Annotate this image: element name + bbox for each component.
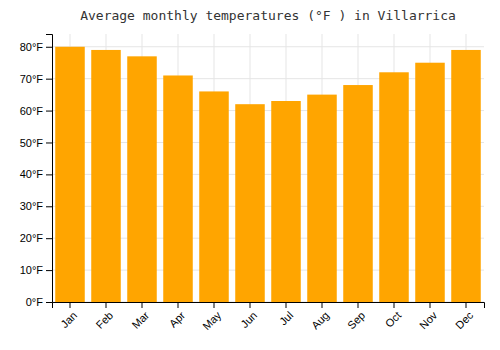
- x-tick-label: Nov: [417, 309, 440, 332]
- x-tick: Apr: [167, 302, 188, 330]
- y-tick-mark: [46, 142, 52, 143]
- y-tick-label: 0°F: [26, 296, 44, 308]
- y-tick: 0°F: [26, 296, 52, 308]
- y-tick: 10°F: [20, 264, 52, 276]
- x-tick: Feb: [93, 302, 115, 331]
- grid: [52, 34, 484, 302]
- bar: [55, 47, 85, 302]
- bar: [307, 95, 337, 302]
- y-tick-label: 10°F: [20, 264, 44, 276]
- y-axis-line: [46, 35, 53, 303]
- y-tick-mark: [46, 270, 52, 271]
- x-tick: Nov: [417, 302, 440, 331]
- x-tick-mark: [430, 302, 431, 308]
- x-tick-mark: [322, 302, 323, 308]
- y-tick: 40°F: [20, 168, 52, 180]
- y-tick-mark: [46, 47, 52, 48]
- bar: [199, 91, 229, 302]
- x-tick-label: Feb: [93, 309, 115, 331]
- bar: [91, 50, 121, 302]
- y-tick: 20°F: [20, 232, 52, 244]
- x-tick-label: Mar: [129, 309, 151, 331]
- y-tick-label: 70°F: [20, 73, 44, 85]
- bar: [343, 85, 373, 302]
- y-tick-label: 60°F: [20, 105, 44, 117]
- x-tick: Sep: [345, 302, 367, 331]
- x-tick-mark: [142, 302, 143, 308]
- x-tick: Jun: [238, 302, 259, 330]
- x-tick-label: Oct: [383, 309, 404, 330]
- x-tick-mark: [106, 302, 107, 308]
- x-tick-label: Sep: [345, 309, 367, 331]
- bars: [55, 47, 481, 302]
- x-tick: Oct: [383, 302, 404, 330]
- x-tick-mark: [286, 302, 287, 308]
- x-tick: Jul: [277, 302, 295, 328]
- y-tick-label: 20°F: [20, 232, 44, 244]
- x-tick: Jan: [58, 302, 79, 330]
- x-tick-mark: [70, 302, 71, 308]
- x-tick-mark: [358, 302, 359, 308]
- y-tick-mark: [46, 79, 52, 80]
- x-tick: Mar: [129, 302, 151, 331]
- chart: 0°F 10°F 20°F 30°F 40°F 50°F 60°F 70°F 80°F Jan Fe…: [0, 0, 500, 350]
- x-tick-mark: [214, 302, 215, 308]
- x-tick-mark: [466, 302, 467, 308]
- bar: [127, 56, 157, 302]
- y-tick-label: 50°F: [20, 136, 44, 148]
- x-tick-mark: [394, 302, 395, 308]
- bar: [235, 104, 265, 302]
- y-tick: 60°F: [20, 105, 52, 117]
- x-tick-label: Jul: [277, 309, 295, 327]
- bar: [451, 50, 481, 302]
- x-axis: Jan Feb Mar Apr May Jun Jul Aug Sep Oct Nov Dec: [53, 302, 485, 332]
- x-tick-label: Apr: [167, 309, 188, 330]
- bar: [415, 63, 445, 302]
- y-tick: 70°F: [20, 73, 52, 85]
- y-grid-line: [52, 46, 484, 47]
- x-tick: May: [200, 302, 224, 332]
- bar: [163, 75, 193, 302]
- bar: [379, 72, 409, 302]
- bar: [271, 101, 301, 302]
- x-tick: Dec: [453, 302, 476, 331]
- y-tick-label: 30°F: [20, 200, 44, 212]
- y-tick-mark: [46, 206, 52, 207]
- x-tick-label: Jan: [58, 309, 79, 330]
- y-tick-mark: [46, 238, 52, 239]
- plot-area: 0°F 10°F 20°F 30°F 40°F 50°F 60°F 70°F 80°F Jan Fe…: [20, 34, 485, 332]
- y-tick: 50°F: [20, 136, 52, 148]
- y-tick-label: 80°F: [20, 41, 44, 53]
- y-tick-mark: [46, 111, 52, 112]
- y-tick: 30°F: [20, 200, 52, 212]
- x-tick-mark: [178, 302, 179, 308]
- y-tick: 80°F: [20, 41, 52, 53]
- y-tick-mark: [46, 174, 52, 175]
- x-tick-label: May: [200, 309, 224, 333]
- y-axis: 0°F 10°F 20°F 30°F 40°F 50°F 60°F 70°F 80°F: [20, 35, 53, 309]
- x-tick-mark: [250, 302, 251, 308]
- x-tick-label: Jun: [238, 309, 259, 330]
- x-tick-label: Aug: [309, 309, 331, 331]
- x-tick-label: Dec: [453, 309, 476, 332]
- x-tick: Aug: [309, 302, 331, 331]
- x-axis-line: [53, 303, 485, 309]
- y-tick-label: 40°F: [20, 168, 44, 180]
- title: Average monthly temperatures (°F ) in Vi…: [80, 8, 456, 23]
- y-tick-mark: [46, 302, 52, 303]
